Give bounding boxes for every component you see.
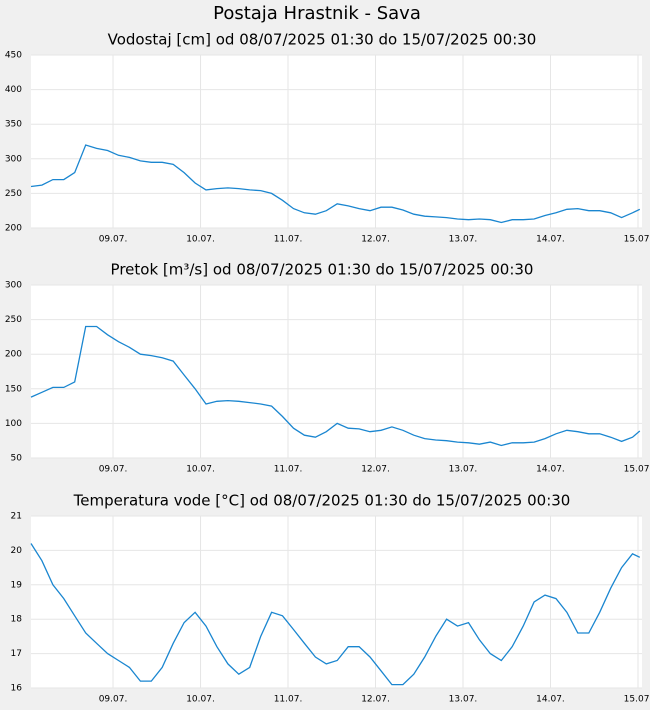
y-tick-label: 200	[5, 224, 22, 234]
chart-title: Temperatura vode [°C] od 08/07/2025 01:3…	[73, 492, 571, 510]
x-tick-label: 12.07.	[361, 695, 390, 705]
y-tick-label: 21	[11, 512, 22, 522]
plot-area	[31, 55, 642, 228]
y-tick-label: 18	[11, 615, 23, 625]
page-title: Postaja Hrastnik - Sava	[213, 3, 421, 24]
x-tick-label: 10.07.	[186, 465, 215, 475]
data-line	[30, 144, 641, 224]
x-tick-label: 13.07.	[449, 695, 478, 705]
y-tick-label: 250	[5, 189, 22, 199]
x-tick-label: 12.07.	[361, 235, 390, 245]
chart-title: Vodostaj [cm] od 08/07/2025 01:30 do 15/…	[108, 31, 537, 49]
x-tick-label: 14.07.	[536, 465, 565, 475]
y-tick-label: 400	[5, 85, 22, 95]
y-tick-label: 150	[5, 384, 22, 394]
y-tick-label: 300	[5, 281, 22, 291]
x-tick-label: 15.07.	[624, 235, 650, 245]
x-tick-label: 14.07.	[536, 695, 565, 705]
plot-area	[31, 285, 642, 458]
x-tick-label: 09.07.	[99, 695, 128, 705]
x-tick-label: 13.07.	[449, 235, 478, 245]
chart-title: Pretok [m³/s] od 08/07/2025 01:30 do 15/…	[111, 261, 534, 279]
x-tick-label: 11.07.	[274, 235, 303, 245]
y-tick-label: 20	[11, 546, 23, 556]
x-tick-label: 15.07.	[624, 695, 650, 705]
y-tick-label: 450	[5, 51, 22, 61]
x-tick-label: 11.07.	[274, 465, 303, 475]
y-tick-label: 300	[5, 154, 22, 164]
x-tick-label: 15.07.	[624, 465, 650, 475]
x-tick-label: 10.07.	[186, 235, 215, 245]
y-tick-label: 250	[5, 315, 22, 325]
x-tick-label: 11.07.	[274, 695, 303, 705]
y-tick-label: 16	[11, 684, 23, 694]
x-tick-label: 14.07.	[536, 235, 565, 245]
data-line	[30, 325, 641, 447]
y-tick-label: 200	[5, 350, 22, 360]
y-tick-label: 17	[11, 649, 22, 659]
x-tick-label: 12.07.	[361, 465, 390, 475]
data-line	[30, 543, 641, 686]
y-tick-label: 100	[5, 419, 22, 429]
y-tick-label: 350	[5, 120, 22, 130]
x-tick-label: 09.07.	[99, 235, 128, 245]
y-tick-label: 50	[11, 454, 23, 464]
x-tick-label: 09.07.	[99, 465, 128, 475]
x-tick-label: 13.07.	[449, 465, 478, 475]
x-tick-label: 10.07.	[186, 695, 215, 705]
plot-area	[31, 516, 642, 688]
y-tick-label: 19	[11, 580, 23, 590]
